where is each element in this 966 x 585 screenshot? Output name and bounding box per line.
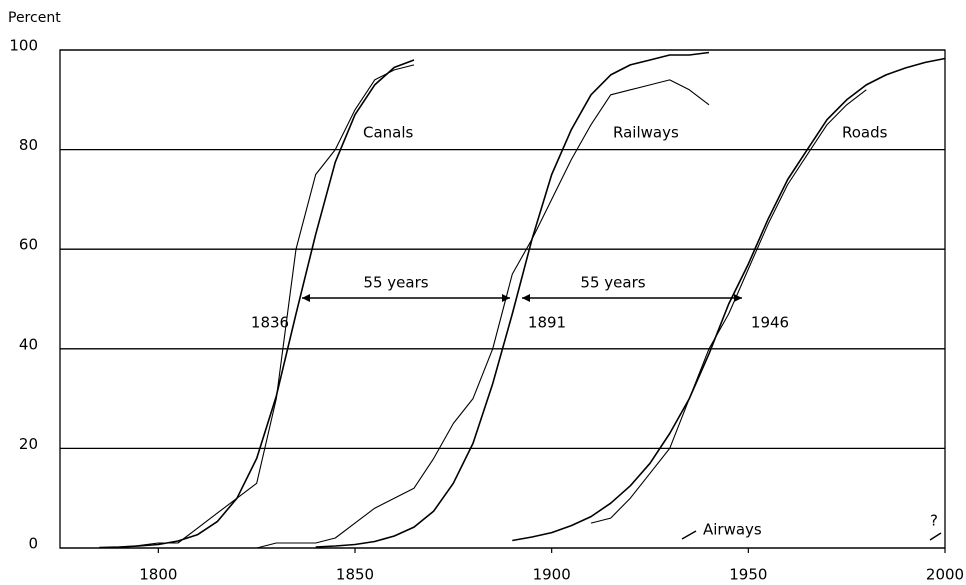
series-line: [237, 79, 710, 549]
y-tick-label: 40: [19, 335, 38, 353]
arrow-head: [522, 294, 530, 302]
pointer: [681, 530, 697, 540]
x-tick-label: 1900: [533, 566, 571, 584]
plot-frame: [59, 49, 946, 549]
x-tick-label: 1950: [729, 566, 767, 584]
annotation: 1836: [251, 314, 289, 332]
series-label: Railways: [613, 124, 679, 142]
x-tick-label: 2000: [926, 566, 964, 584]
annotation: 1946: [751, 314, 789, 332]
arrow-head: [302, 294, 310, 302]
series-label: Roads: [842, 124, 888, 142]
series-line: [512, 57, 946, 542]
series-line: [99, 64, 415, 549]
pointer: [929, 532, 942, 541]
annotation: ?: [930, 512, 938, 530]
annotation: 55 years: [580, 274, 645, 292]
x-tick-label: 1800: [139, 566, 177, 584]
y-tick-label: 100: [9, 37, 38, 55]
arrow-head: [734, 294, 742, 302]
x-tick-label: 1850: [336, 566, 374, 584]
annotation: Airways: [703, 521, 762, 539]
annotation: 55 years: [363, 274, 428, 292]
y-tick-label: 60: [19, 236, 38, 254]
series-line: [99, 59, 415, 549]
y-tick-label: 20: [19, 435, 38, 453]
annotation: 1891: [528, 314, 566, 332]
y-tick-label: 80: [19, 136, 38, 154]
y-tick-label: 0: [28, 535, 38, 553]
arrow-head: [502, 294, 510, 302]
series-label: Canals: [363, 124, 414, 142]
series-line: [590, 89, 867, 524]
y-axis-label: Percent: [8, 10, 61, 26]
series-line: [315, 51, 710, 548]
